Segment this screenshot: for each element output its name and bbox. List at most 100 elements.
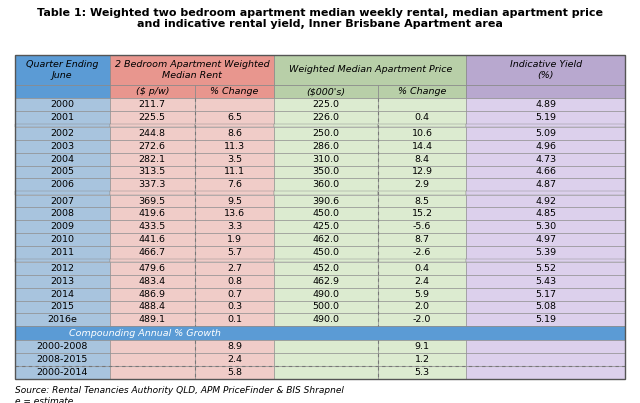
Bar [275, 124, 378, 127]
Bar [109, 178, 195, 191]
Bar [467, 111, 625, 124]
Bar [15, 353, 109, 366]
Text: 5.43: 5.43 [535, 277, 556, 286]
Bar [109, 288, 195, 301]
Text: 2003: 2003 [50, 142, 74, 151]
Bar [378, 195, 467, 208]
Bar [467, 153, 625, 166]
Text: 0.7: 0.7 [227, 290, 242, 299]
Bar [195, 98, 275, 111]
Text: 0.4: 0.4 [415, 113, 429, 122]
Text: -2.6: -2.6 [413, 248, 431, 257]
Bar [378, 366, 467, 378]
Bar [15, 326, 625, 340]
Bar [467, 220, 625, 233]
Text: 425.0: 425.0 [312, 222, 340, 231]
Text: 419.6: 419.6 [139, 209, 166, 218]
Bar [15, 124, 109, 127]
Text: 310.0: 310.0 [312, 155, 340, 164]
Bar [378, 275, 467, 288]
Text: 8.7: 8.7 [415, 235, 429, 244]
Text: 2000-2008: 2000-2008 [36, 342, 88, 351]
Bar [275, 233, 378, 246]
Text: 0.1: 0.1 [227, 315, 242, 324]
Bar [378, 340, 467, 353]
Bar [275, 85, 378, 98]
Bar [467, 353, 625, 366]
Bar [467, 259, 625, 262]
Text: 244.8: 244.8 [139, 129, 166, 138]
Bar [15, 140, 109, 153]
Text: 4.97: 4.97 [535, 235, 556, 244]
Text: 2001: 2001 [51, 113, 74, 122]
Bar [109, 124, 195, 127]
Bar [467, 127, 625, 140]
Bar [15, 246, 109, 259]
Bar [275, 98, 378, 111]
Bar [275, 127, 378, 140]
Bar [15, 98, 109, 111]
Bar [275, 259, 378, 262]
Text: 1.2: 1.2 [415, 355, 429, 364]
Bar [15, 301, 109, 313]
Bar [15, 259, 109, 262]
Bar [195, 275, 275, 288]
Bar [467, 55, 625, 85]
Text: 360.0: 360.0 [312, 180, 340, 189]
Text: ($000's): ($000's) [307, 87, 346, 96]
Bar [378, 313, 467, 326]
Bar [195, 178, 275, 191]
Bar [467, 313, 625, 326]
Text: 8.9: 8.9 [227, 342, 242, 351]
Bar [15, 220, 109, 233]
Bar [15, 233, 109, 246]
Text: 462.0: 462.0 [312, 235, 340, 244]
Text: 211.7: 211.7 [139, 100, 166, 109]
Text: 0.8: 0.8 [227, 277, 242, 286]
Text: 13.6: 13.6 [224, 209, 245, 218]
Text: 488.4: 488.4 [139, 302, 166, 312]
Bar [109, 166, 195, 178]
Text: 14.4: 14.4 [412, 142, 433, 151]
Text: 4.73: 4.73 [535, 155, 556, 164]
Text: 2005: 2005 [51, 167, 74, 177]
Bar [467, 98, 625, 111]
Bar [378, 140, 467, 153]
Bar [378, 246, 467, 259]
Text: 2011: 2011 [51, 248, 74, 257]
Text: 337.3: 337.3 [139, 180, 166, 189]
Bar [467, 233, 625, 246]
Text: 5.09: 5.09 [535, 129, 556, 138]
Bar [109, 233, 195, 246]
Text: Table 1: Weighted two bedroom apartment median weekly rental, median apartment p: Table 1: Weighted two bedroom apartment … [37, 8, 603, 18]
Text: 4.96: 4.96 [535, 142, 556, 151]
Bar [195, 127, 275, 140]
Bar [467, 208, 625, 220]
Text: 2007: 2007 [51, 197, 74, 206]
Bar [275, 340, 378, 353]
Bar [195, 233, 275, 246]
Text: 9.5: 9.5 [227, 197, 242, 206]
Text: 450.0: 450.0 [312, 209, 340, 218]
Bar [467, 275, 625, 288]
Text: % Change: % Change [211, 87, 259, 96]
Text: 2004: 2004 [51, 155, 74, 164]
Bar [467, 140, 625, 153]
Bar [195, 124, 275, 127]
Text: Quarter Ending
June: Quarter Ending June [26, 60, 99, 80]
Text: 452.0: 452.0 [312, 264, 340, 273]
Text: 5.39: 5.39 [535, 248, 556, 257]
Text: 2006: 2006 [51, 180, 74, 189]
Text: 2015: 2015 [51, 302, 74, 312]
Bar [109, 111, 195, 124]
Bar [467, 166, 625, 178]
Text: 8.6: 8.6 [227, 129, 242, 138]
Text: % Change: % Change [398, 87, 446, 96]
Bar [275, 178, 378, 191]
Bar [275, 153, 378, 166]
Text: 8.4: 8.4 [415, 155, 429, 164]
Bar [467, 191, 625, 195]
Bar [109, 313, 195, 326]
Bar [15, 153, 109, 166]
Text: 250.0: 250.0 [312, 129, 340, 138]
